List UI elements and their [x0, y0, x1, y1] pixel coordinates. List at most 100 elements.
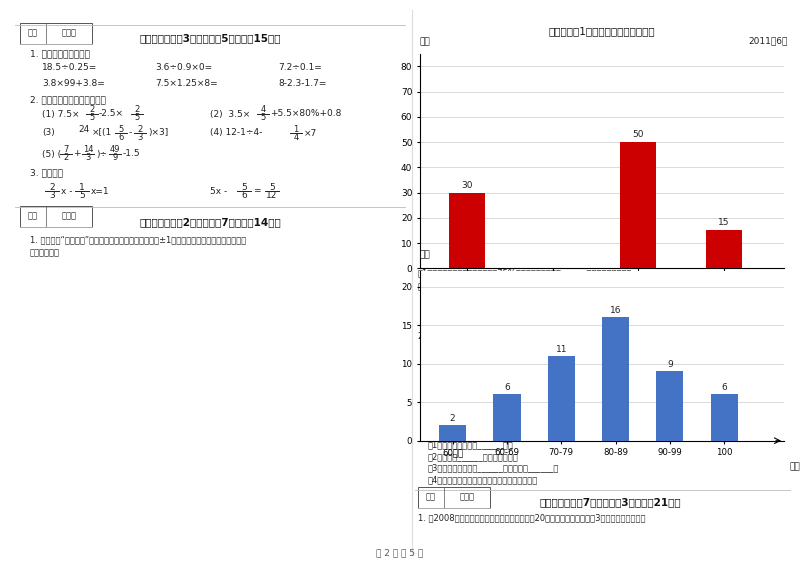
Text: 2: 2 [134, 106, 140, 115]
Text: 7.2÷0.1=: 7.2÷0.1= [278, 63, 322, 72]
Text: 24: 24 [78, 124, 90, 133]
Text: 49: 49 [110, 146, 120, 154]
Text: 6: 6 [241, 190, 247, 199]
Bar [418, 487, 490, 508]
Text: （1）闯红灯的汽车数量是摩托车的75%，闯红灯的摩托车有______辆，将统计图补充完: （1）闯红灯的汽车数量是摩托车的75%，闯红灯的摩托车有______辆，将统计图… [418, 268, 632, 277]
Text: 9: 9 [667, 360, 673, 369]
Text: 3: 3 [138, 133, 142, 141]
Text: 3: 3 [49, 190, 55, 199]
Bar [20, 23, 92, 44]
Text: 4: 4 [294, 133, 298, 141]
Text: 得分: 得分 [426, 492, 436, 501]
Text: 5: 5 [269, 182, 275, 192]
Text: 1. 迎2008年奥运，完成一项工程，甲队单独做20天完成，乙队单独做却3完成。甲队先于了达: 1. 迎2008年奥运，完成一项工程，甲队单独做20天完成，乙队单独做却3完成。… [418, 514, 646, 523]
Text: 5: 5 [118, 124, 124, 133]
Bar [494, 394, 521, 441]
Text: 9: 9 [112, 154, 118, 163]
Text: ×7: ×7 [304, 128, 318, 137]
Text: 人数: 人数 [420, 251, 430, 260]
Text: ×[(1: ×[(1 [92, 128, 112, 137]
Bar [621, 142, 656, 268]
Text: 2. 如图是某班一次数学测试的统计图。（60分为及格，90分为优秀），认真看图后填空。: 2. 如图是某班一次数学测试的统计图。（60分为及格，90分为优秀），认真看图后… [418, 332, 630, 341]
Text: 第 2 页 共 5 页: 第 2 页 共 5 页 [376, 549, 424, 558]
Text: -: - [129, 128, 132, 137]
Text: 2: 2 [450, 414, 455, 423]
Text: 8-2.3-1.7=: 8-2.3-1.7= [278, 80, 326, 89]
Text: 15: 15 [718, 219, 730, 228]
Text: 四、计算题（关3小题，每题5分，共聁15分）: 四、计算题（关3小题，每题5分，共聁15分） [139, 33, 281, 43]
Text: 18.5÷0.25=: 18.5÷0.25= [42, 63, 98, 72]
Text: （3）闯红灯的行人数量是汽车的______%，闯红灯的汽车数量是电动车的______%。: （3）闯红灯的行人数量是汽车的______%，闯红灯的汽车数量是电动车的____… [428, 306, 646, 315]
Text: 30: 30 [462, 181, 473, 190]
Text: 计图，如图：: 计图，如图： [30, 249, 60, 258]
Text: 整。: 整。 [418, 282, 428, 292]
Text: -2.5×: -2.5× [99, 110, 124, 119]
Text: x -: x - [61, 186, 73, 195]
Text: 5: 5 [241, 182, 247, 192]
Text: 六、应用题（关7小题，每题3分，共聁21分）: 六、应用题（关7小题，每题3分，共聁21分） [539, 497, 681, 507]
Text: 分数: 分数 [790, 462, 800, 471]
Text: 5: 5 [134, 114, 140, 123]
Bar [710, 394, 738, 441]
Text: 6: 6 [722, 383, 727, 392]
Text: 评卷人: 评卷人 [62, 211, 77, 220]
Text: 2011年6月: 2011年6月 [748, 37, 788, 46]
Text: 4: 4 [260, 106, 266, 115]
Text: 2. 计算，能简算符写出过程。: 2. 计算，能简算符写出过程。 [30, 95, 106, 105]
Text: 7: 7 [63, 146, 69, 154]
Text: 评卷人: 评卷人 [459, 492, 474, 501]
Text: 1. 为了创建“文明城市”，交通部门在某个十字路口统计±1个小时内闯红灯的情况，制成了统: 1. 为了创建“文明城市”，交通部门在某个十字路口统计±1个小时内闯红灯的情况，… [30, 236, 246, 245]
Text: （4）看了上面的统计图，你有什么想法？: （4）看了上面的统计图，你有什么想法？ [428, 319, 523, 328]
Bar [548, 356, 575, 441]
Text: 1: 1 [79, 182, 85, 192]
Text: 5: 5 [79, 190, 85, 199]
Text: 评卷人: 评卷人 [62, 28, 77, 37]
Text: 3: 3 [86, 154, 90, 163]
Text: (3): (3) [42, 128, 54, 137]
Text: 6: 6 [118, 133, 124, 141]
Bar [449, 193, 485, 268]
Text: （3）考试的及格率是______，优秀率是______。: （3）考试的及格率是______，优秀率是______。 [428, 463, 559, 472]
Text: 14: 14 [82, 146, 94, 154]
Text: )÷: )÷ [96, 150, 107, 159]
Text: 5x -: 5x - [210, 186, 227, 195]
Text: 5: 5 [260, 114, 266, 123]
Text: 7.5×1.25×8=: 7.5×1.25×8= [155, 80, 218, 89]
Text: (5) (: (5) ( [42, 150, 61, 159]
Bar [656, 371, 683, 441]
Text: （2）成绩在______段的人数最多。: （2）成绩在______段的人数最多。 [428, 453, 518, 462]
Bar [706, 231, 742, 268]
Text: 12: 12 [266, 190, 278, 199]
Bar [602, 318, 629, 441]
Text: 5: 5 [90, 114, 94, 123]
Bar [20, 206, 92, 227]
Title: 某十字路口1小时内闯红灯情况统计图: 某十字路口1小时内闯红灯情况统计图 [549, 26, 655, 36]
Text: 3.8×99+3.8=: 3.8×99+3.8= [42, 80, 105, 89]
Text: 2: 2 [49, 182, 55, 192]
Text: -1.5: -1.5 [123, 150, 141, 159]
Text: 11: 11 [555, 345, 567, 354]
Text: 50: 50 [633, 130, 644, 139]
Text: +: + [73, 150, 81, 159]
Text: 五、综合题（关2小题，每题7分，共聁14分）: 五、综合题（关2小题，每题7分，共聁14分） [139, 217, 281, 227]
Text: x=1: x=1 [91, 186, 110, 195]
Text: 1: 1 [294, 124, 298, 133]
Text: 6: 6 [504, 383, 510, 392]
Text: (4) 12-1÷4-: (4) 12-1÷4- [210, 128, 262, 137]
Text: +5.5×80%+0.8: +5.5×80%+0.8 [270, 110, 342, 119]
Text: 数量: 数量 [420, 37, 430, 46]
Text: (1) 7.5×: (1) 7.5× [42, 110, 79, 119]
Text: 2: 2 [138, 124, 142, 133]
Text: 得分: 得分 [28, 211, 38, 220]
Text: =: = [253, 186, 261, 195]
Text: （1）这个班共有学生______人。: （1）这个班共有学生______人。 [428, 441, 514, 450]
Bar [439, 425, 466, 441]
Text: 2: 2 [63, 154, 69, 163]
Text: （4）看右面的统计图，你再提出一个数学问题。: （4）看右面的统计图，你再提出一个数学问题。 [428, 476, 538, 485]
Text: 3. 解方程。: 3. 解方程。 [30, 168, 63, 177]
Text: （2）在这1小时内，闯红灯的最多的是______，有______辆。: （2）在这1小时内，闯红灯的最多的是______，有______辆。 [428, 294, 590, 303]
Text: (2)  3.5×: (2) 3.5× [210, 110, 250, 119]
Text: )×3]: )×3] [148, 128, 168, 137]
Text: 得分: 得分 [28, 28, 38, 37]
Text: 2: 2 [90, 106, 94, 115]
